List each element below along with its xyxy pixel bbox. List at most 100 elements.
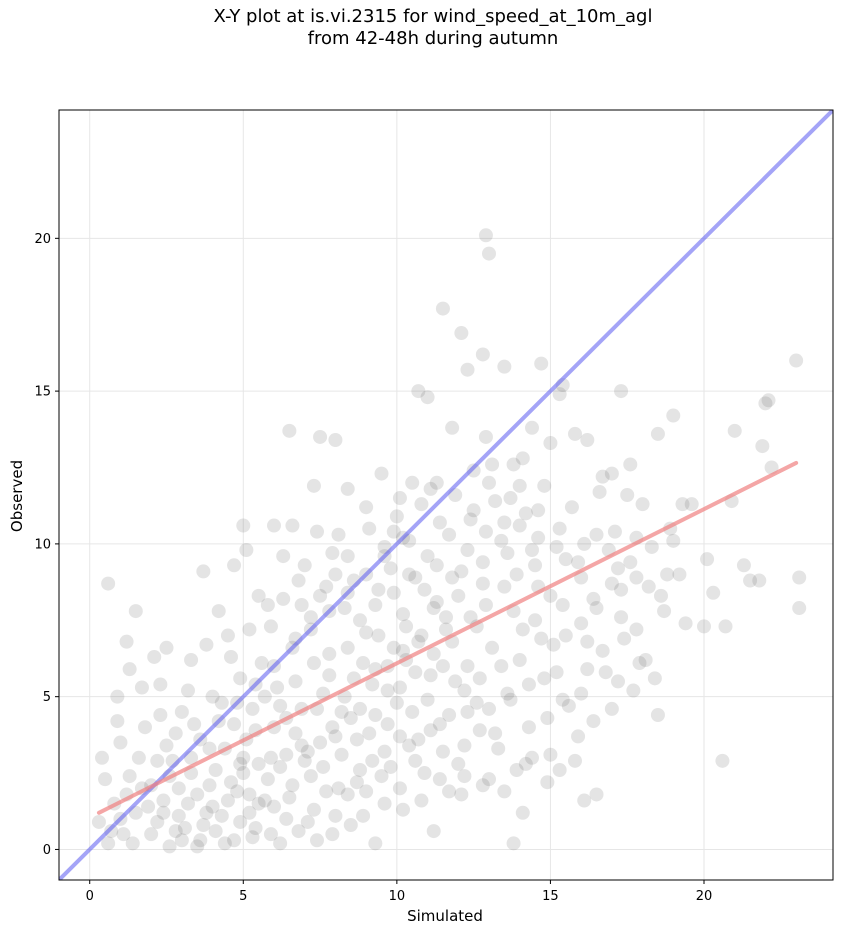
data-point [552,763,567,777]
data-point [396,607,410,622]
data-point [285,778,300,793]
data-point [356,656,371,671]
data-point [439,610,453,625]
data-point [368,836,383,851]
data-point [761,393,776,408]
data-point [574,616,589,631]
data-point [488,494,503,509]
data-point [291,824,306,839]
data-point [429,558,444,573]
data-point [454,564,469,579]
data-point [678,616,693,631]
data-point [564,500,579,515]
data-point [432,515,447,530]
data-point [408,665,423,680]
data-point [396,643,410,658]
data-point [316,759,331,774]
data-point [518,506,533,521]
data-point [654,588,668,603]
data-point [509,567,524,582]
data-point [310,524,324,539]
data-point [675,497,690,512]
data-point [138,720,152,735]
data-point [153,708,168,722]
data-point [291,573,306,588]
data-point [353,701,367,716]
data-point [270,680,285,695]
data-point [405,704,420,719]
data-point [168,726,183,741]
data-point [515,451,530,466]
data-point [325,546,340,561]
data-point [260,772,275,787]
data-point [322,668,337,683]
data-point [392,680,407,695]
data-point [666,533,681,548]
data-point [227,833,242,848]
data-point [383,759,398,774]
data-point [95,750,109,765]
data-point [660,567,675,582]
data-point [543,747,558,762]
data-point [414,628,429,643]
data-point [233,756,248,771]
data-point [623,457,638,472]
y-tick-label: 20 [34,232,51,247]
data-point [657,604,672,619]
data-point [389,695,404,710]
data-point [263,750,278,765]
data-point [399,619,414,634]
chart-title-line-2: from 42-48h during autumn [307,28,559,49]
data-point [752,573,767,588]
data-point [371,628,386,643]
data-point [101,576,116,591]
data-point [457,738,472,753]
x-tick-label: 5 [239,889,247,904]
data-point [405,475,420,490]
data-point [340,481,355,496]
data-point [306,478,321,493]
data-point [500,546,515,561]
data-point [764,460,779,475]
data-point [334,747,349,762]
data-point [310,833,324,848]
data-point [420,549,435,564]
data-point [141,799,156,814]
data-point [322,646,337,661]
data-point [715,753,730,768]
data-point [374,466,389,481]
data-point [423,723,438,738]
data-point [580,634,595,649]
data-point [439,622,453,637]
data-point [706,585,721,600]
data-point [568,426,582,441]
data-point [454,787,469,802]
data-point [518,756,533,771]
data-point [423,668,438,683]
data-point [482,701,496,716]
data-point [224,775,238,790]
data-point [478,228,493,243]
data-point [426,646,441,661]
data-point [334,704,349,719]
data-point [205,799,220,814]
y-tick-label: 5 [43,690,51,705]
plot-frame [58,109,834,881]
data-point [552,387,567,402]
data-point [374,769,389,784]
data-point [273,698,288,713]
data-point [429,475,444,490]
data-point [684,497,699,512]
data-point [362,521,377,536]
data-point [273,836,288,851]
data-point [184,653,199,667]
data-point [632,656,647,671]
data-point [156,805,171,820]
data-point [792,570,807,585]
data-point [647,671,662,686]
data-point [380,717,395,732]
data-point [432,717,447,732]
data-point [525,420,539,435]
data-point [543,436,558,451]
data-point [482,475,496,490]
